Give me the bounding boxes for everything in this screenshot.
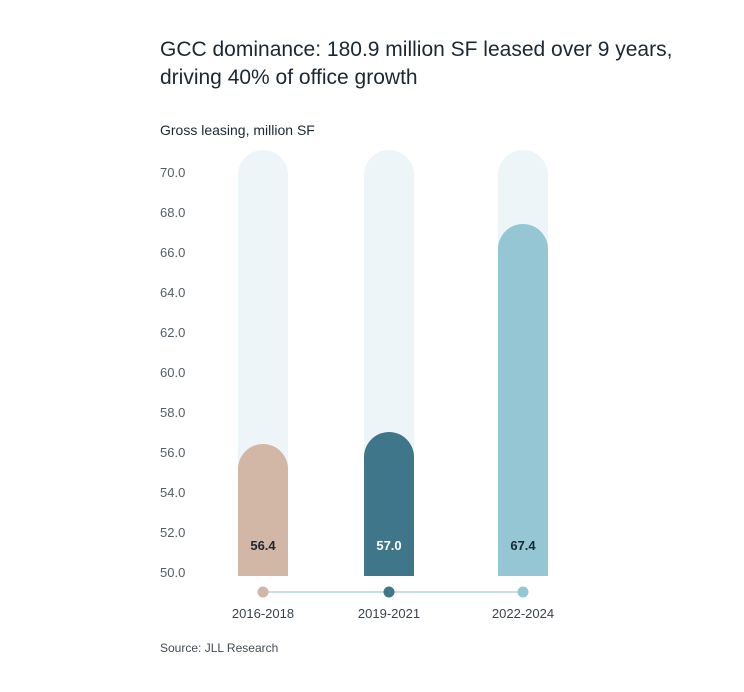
bar-2019-2021 bbox=[364, 432, 414, 576]
y-tick-label: 56.0 bbox=[160, 445, 185, 460]
bar-2022-2024 bbox=[498, 224, 548, 576]
chart-title: GCC dominance: 180.9 million SF leased o… bbox=[160, 38, 673, 89]
y-tick-label: 58.0 bbox=[160, 405, 185, 420]
y-tick-label: 50.0 bbox=[160, 565, 185, 580]
y-tick-label: 64.0 bbox=[160, 285, 185, 300]
y-tick-label: 54.0 bbox=[160, 485, 185, 500]
y-tick-label: 60.0 bbox=[160, 365, 185, 380]
x-category-label: 2019-2021 bbox=[358, 606, 420, 621]
bar-value-label: 56.4 bbox=[250, 538, 276, 553]
y-tick-label: 70.0 bbox=[160, 165, 185, 180]
source-note: Source: JLL Research bbox=[160, 641, 279, 655]
bar-value-label: 57.0 bbox=[376, 538, 401, 553]
y-tick-label: 62.0 bbox=[160, 325, 185, 340]
y-tick-label: 66.0 bbox=[160, 245, 185, 260]
timeline-dot bbox=[257, 586, 269, 598]
timeline-dot bbox=[517, 586, 529, 598]
x-category-label: 2016-2018 bbox=[232, 606, 294, 621]
timeline-dot bbox=[383, 586, 395, 598]
bar-value-label: 67.4 bbox=[510, 538, 536, 553]
y-axis-label: Gross leasing, million SF bbox=[160, 122, 315, 138]
bar-2016-2018 bbox=[238, 444, 288, 576]
y-tick-label: 68.0 bbox=[160, 205, 185, 220]
x-category-label: 2022-2024 bbox=[492, 606, 554, 621]
y-tick-label: 52.0 bbox=[160, 525, 185, 540]
